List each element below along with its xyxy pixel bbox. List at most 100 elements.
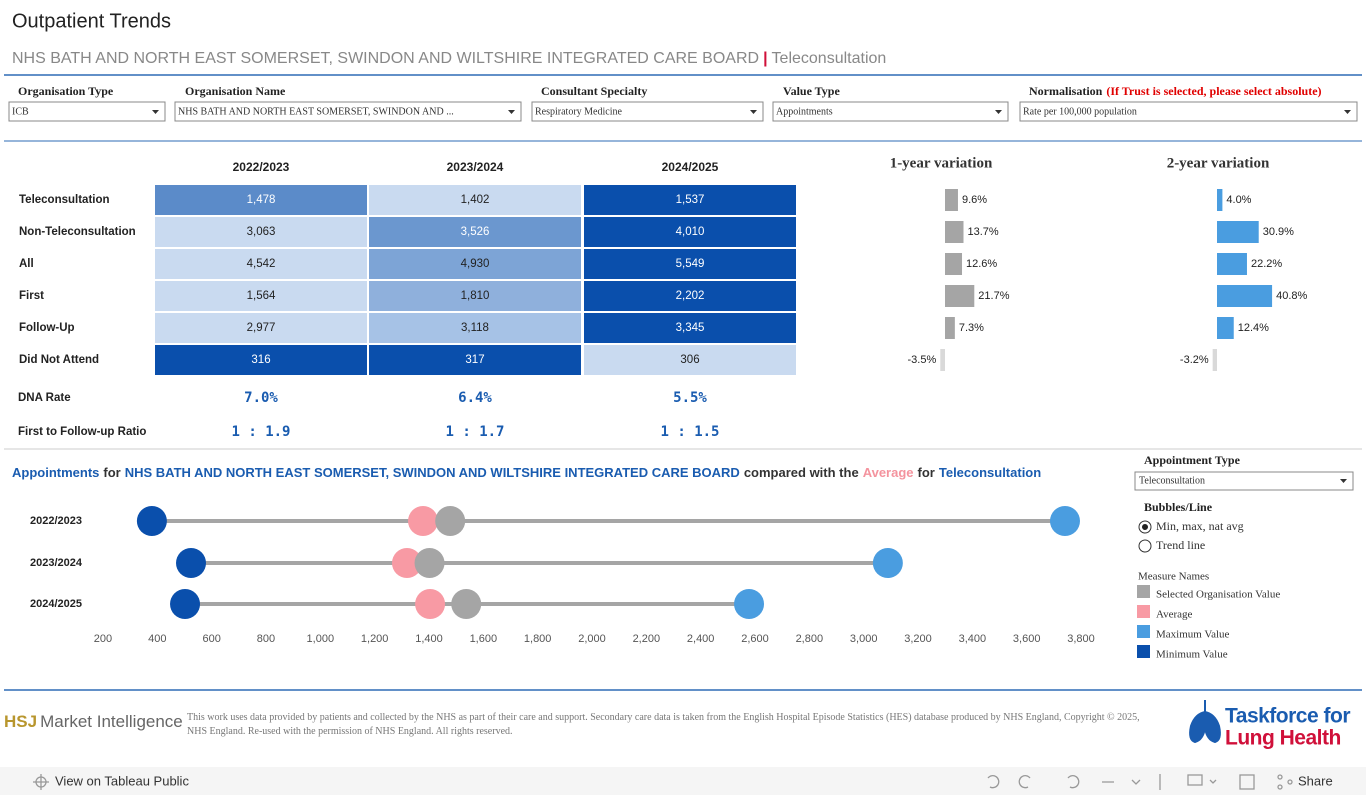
- filter-label-text: Organisation Name: [185, 84, 286, 98]
- cell-value: 5,549: [676, 258, 705, 270]
- dropdown[interactable]: [8, 101, 166, 122]
- dropdown[interactable]: [174, 101, 522, 122]
- table-cell: [584, 345, 796, 375]
- filter-label-text: Value Type: [783, 84, 840, 98]
- bubble: [734, 589, 765, 619]
- dropdown[interactable]: [531, 101, 764, 122]
- toolbar: [0, 767, 1366, 795]
- filter-label: Organisation Type: [18, 84, 114, 98]
- chart-title: Appointments for NHS BATH AND NORTH EAST S…: [12, 465, 1041, 480]
- cell-value: 1,478: [247, 194, 276, 206]
- variation-bar: [945, 253, 963, 275]
- variation-label: 21.7%: [978, 290, 1009, 302]
- row-label: First: [19, 290, 44, 302]
- summary-value: 6.4%: [458, 390, 492, 406]
- table-cell: [369, 345, 581, 375]
- category-label: 2024/2025: [30, 598, 82, 610]
- variation-title: 1-year variation: [890, 155, 993, 171]
- cell-value: 1,564: [247, 290, 276, 302]
- chart-title-part: for: [103, 465, 120, 480]
- radio-label: Min, max, nat avg: [1156, 519, 1244, 533]
- bubble: [170, 589, 201, 619]
- variation-bar: [945, 189, 958, 211]
- dropdown[interactable]: [1134, 471, 1354, 491]
- variation-label: -3.2%: [1180, 354, 1209, 366]
- cell-value: 3,063: [247, 226, 276, 238]
- filter-label-text: Consultant Specialty: [541, 84, 647, 98]
- cell-value: 4,542: [247, 258, 276, 270]
- bubble: [136, 506, 167, 536]
- row-label: All: [19, 258, 34, 270]
- chart-title-part: NHS BATH AND NORTH EAST SOMERSET, SWINDO…: [125, 465, 740, 480]
- dropdown[interactable]: [1019, 101, 1358, 122]
- x-tick-label: 800: [257, 633, 275, 645]
- chart-title-part: Teleconsultation: [939, 465, 1041, 480]
- dropdown-arrow: [1340, 479, 1347, 483]
- variation-bar: [945, 285, 975, 307]
- legend-label: Maximum Value: [1156, 629, 1230, 641]
- table-cell: [584, 185, 796, 215]
- cell-value: 1,537: [676, 194, 705, 206]
- dropdown[interactable]: [772, 101, 1009, 122]
- table-cell: [369, 249, 581, 279]
- table-cell: [155, 281, 367, 311]
- variation-label: 30.9%: [1263, 226, 1294, 238]
- toolbar-share[interactable]: Share: [1298, 773, 1333, 788]
- table-cell: [155, 345, 367, 375]
- control-label: Bubbles/Line: [1144, 500, 1213, 514]
- table-cell: [369, 185, 581, 215]
- x-tick-label: 3,800: [1067, 633, 1095, 645]
- brand-logo: HSJ Market Intelligence: [4, 712, 183, 731]
- x-tick-label: 3,200: [904, 633, 932, 645]
- row-label: Non-Teleconsultation: [19, 226, 136, 238]
- cell-value: 1,402: [461, 194, 490, 206]
- dropdown-value: ICB: [12, 106, 29, 117]
- table-cell: [584, 313, 796, 343]
- chart-title-part: Average: [863, 465, 914, 480]
- cell-value: 1,810: [461, 290, 490, 302]
- variation-title: 2-year variation: [1167, 155, 1270, 171]
- cell-value: 2,977: [247, 322, 276, 334]
- variation-bar: [1217, 189, 1223, 211]
- cell-value: 317: [465, 354, 484, 366]
- variation-label: 12.4%: [1238, 322, 1269, 334]
- filter-note: (If Trust is selected, please select abs…: [1106, 84, 1321, 98]
- cell-value: 3,118: [461, 322, 489, 334]
- bubble: [408, 506, 439, 536]
- radio[interactable]: [1138, 539, 1152, 553]
- filter-label: Value Type: [783, 84, 840, 98]
- x-tick-label: 1,600: [470, 633, 498, 645]
- bubble: [872, 548, 903, 578]
- summary-label: DNA Rate: [18, 392, 71, 404]
- variation-label: 12.6%: [966, 258, 997, 270]
- chart-title-part: Appointments: [12, 465, 99, 480]
- table-cell: [155, 217, 367, 247]
- x-tick-label: 400: [148, 633, 166, 645]
- variation-label: 4.0%: [1226, 194, 1251, 206]
- cell-value: 3,345: [676, 322, 705, 334]
- row-label: Teleconsultation: [19, 194, 110, 206]
- variation-label: 9.6%: [962, 194, 987, 206]
- bubble: [391, 548, 422, 578]
- bubble: [415, 589, 446, 619]
- variation-label: 22.2%: [1251, 258, 1282, 270]
- dropdown-arrow: [508, 110, 515, 114]
- legend-title: Measure Names: [1138, 571, 1209, 583]
- table-cell: [584, 217, 796, 247]
- x-tick-label: 3,600: [1013, 633, 1041, 645]
- bubble: [435, 506, 466, 536]
- filter-label-text: Normalisation: [1029, 84, 1103, 98]
- variation-bar: [1217, 253, 1247, 275]
- toolbar-link[interactable]: View on Tableau Public: [55, 773, 189, 788]
- subtitle-organisation: NHS BATH AND NORTH EAST SOMERSET, SWINDO…: [12, 50, 759, 67]
- column-header: 2024/2025: [662, 160, 719, 174]
- page-title: Outpatient Trends: [12, 10, 171, 32]
- legend-label: Minimum Value: [1156, 649, 1228, 661]
- control-label: Appointment Type: [1144, 453, 1241, 467]
- table-cell: [369, 313, 581, 343]
- filter-label: Consultant Specialty: [541, 84, 647, 98]
- variation-bar: [1217, 317, 1234, 339]
- x-tick-label: 3,400: [959, 633, 987, 645]
